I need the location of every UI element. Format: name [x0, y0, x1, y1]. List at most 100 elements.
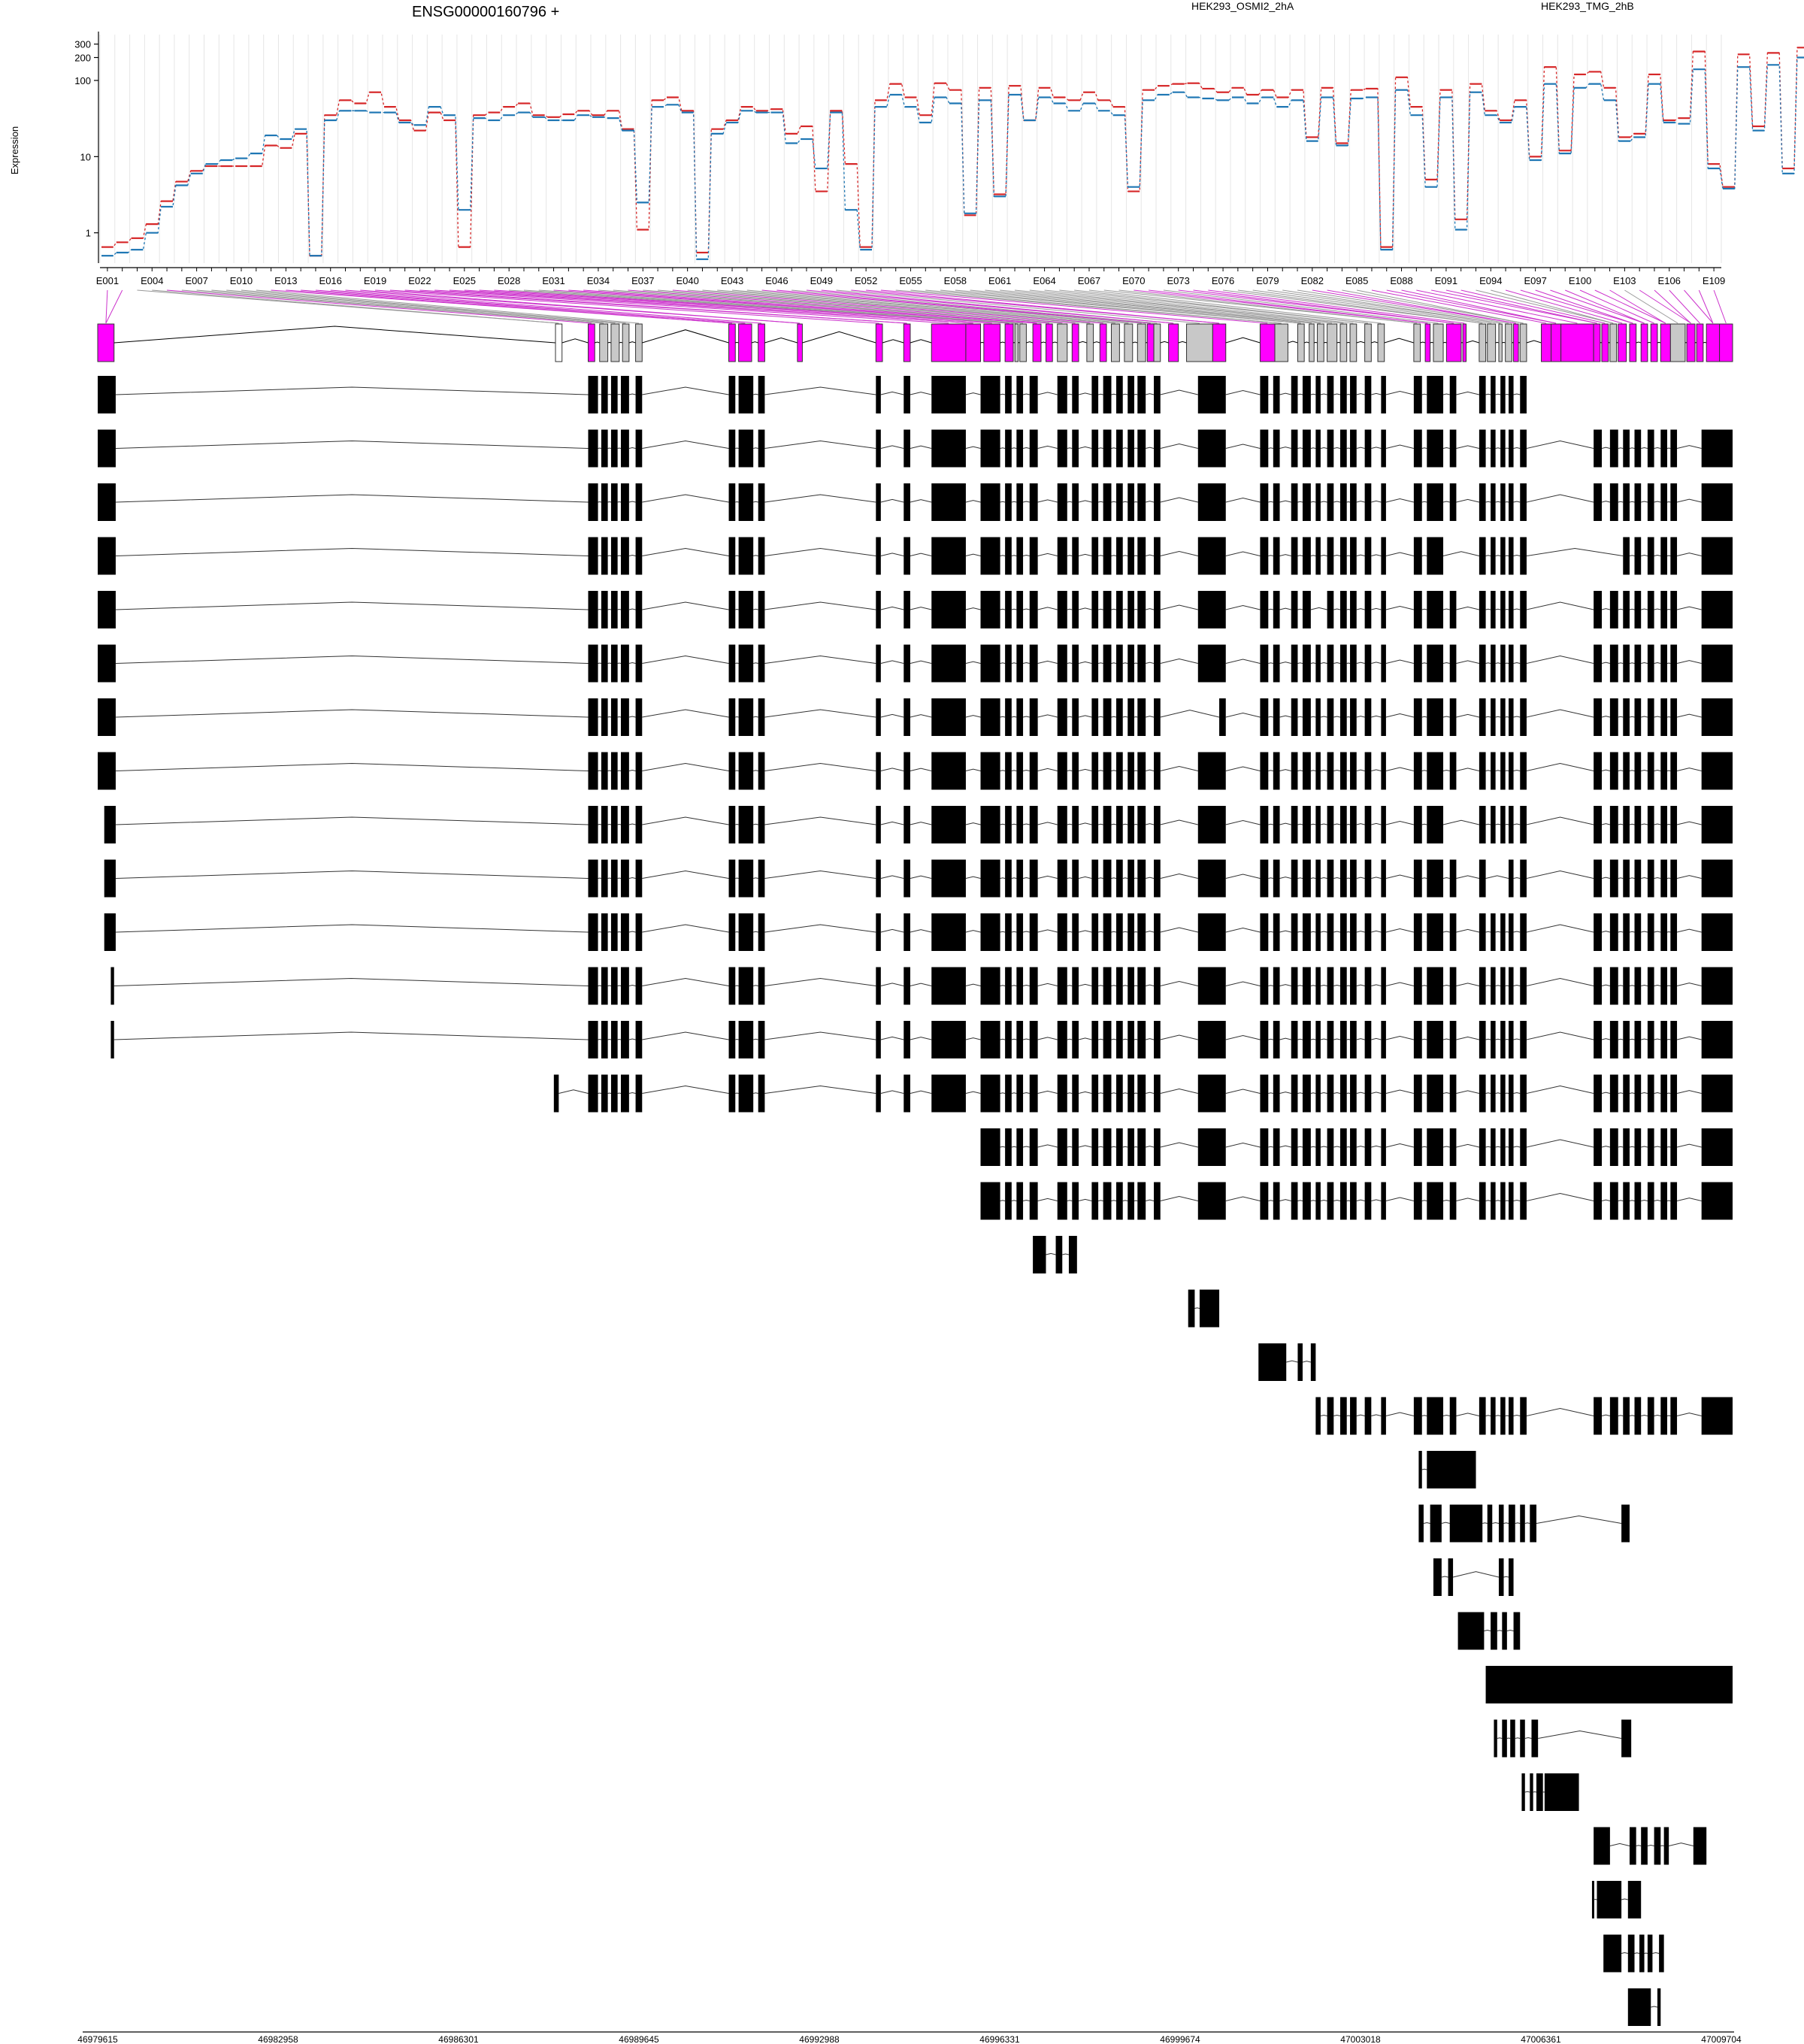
transcript-exon [1660, 1074, 1667, 1113]
intron [617, 393, 622, 395]
intron [1526, 709, 1594, 718]
bin-intron [1225, 337, 1261, 344]
transcript-exon [1623, 752, 1630, 790]
transcript-exon [1364, 698, 1372, 736]
intron [115, 440, 589, 449]
transcript-exon [1609, 429, 1618, 468]
intron [1310, 607, 1327, 610]
intron [1320, 823, 1327, 825]
intron [1097, 1146, 1103, 1148]
transcript-exon [1520, 1021, 1527, 1058]
exon-bin [1137, 323, 1146, 362]
intron [1601, 1146, 1610, 1148]
intron [607, 608, 612, 610]
transcript-exon [1509, 967, 1514, 1005]
intron [628, 931, 636, 933]
transcript-model [104, 913, 1733, 951]
intron [1297, 662, 1303, 664]
intron [1666, 662, 1671, 664]
intron [1160, 980, 1198, 986]
transcript-exon [1116, 1128, 1123, 1166]
transcript-exon [1670, 859, 1678, 898]
bin-connector [152, 289, 559, 324]
transcript-exon [1350, 1021, 1357, 1058]
transcript-exon [1413, 859, 1422, 898]
intron [1485, 662, 1491, 664]
intron [1666, 716, 1671, 718]
transcript-exon [1634, 859, 1642, 898]
intron [1601, 501, 1610, 503]
transcript-exon [1302, 429, 1311, 468]
intron [1268, 1146, 1273, 1148]
transcript-exon [621, 537, 629, 575]
intron [1513, 1038, 1521, 1040]
transcript-exon [601, 752, 608, 790]
transcript-exon [1091, 644, 1099, 683]
intron [1485, 447, 1491, 449]
intron [1505, 823, 1509, 825]
transcript-exon [1520, 1074, 1527, 1113]
transcript-exon [1381, 1074, 1386, 1113]
exon-bin [1168, 323, 1179, 362]
bin-label: E022 [408, 275, 431, 286]
intron [1134, 716, 1138, 718]
intron [1442, 1146, 1450, 1148]
intron [598, 1092, 602, 1094]
intron [1225, 1196, 1261, 1201]
intron [1037, 929, 1058, 933]
transcript-exon [1479, 537, 1486, 575]
intron [628, 769, 636, 771]
transcript-exon [98, 752, 116, 790]
transcript-exon [876, 591, 881, 628]
transcript-exon [1364, 644, 1372, 683]
intron [1279, 1199, 1291, 1201]
transcript-exon [98, 591, 116, 628]
intron [1676, 606, 1702, 610]
transcript-exon [1427, 1397, 1444, 1435]
bin-connector [1669, 289, 1700, 324]
intron [1302, 1361, 1311, 1363]
intron [1225, 605, 1261, 610]
transcript-exon [1670, 752, 1678, 790]
transcript-exon [98, 429, 116, 468]
transcript-exon [1647, 1182, 1654, 1220]
intron [628, 608, 636, 610]
transcript-exon [1057, 429, 1067, 468]
transcript-exon [1520, 591, 1527, 628]
transcript-exon [1029, 1074, 1038, 1113]
intron [1078, 607, 1092, 610]
intron [1356, 931, 1365, 933]
transcript-exon [1449, 1128, 1457, 1166]
intron [1513, 716, 1521, 718]
transcript-exon [1091, 376, 1099, 413]
intron [1320, 769, 1327, 771]
transcript-exon [1154, 537, 1161, 575]
intron [1371, 984, 1382, 986]
bin-connector [523, 289, 1017, 324]
intron [1654, 984, 1661, 986]
transcript-exon [1594, 913, 1602, 951]
transcript-exon [621, 1074, 629, 1113]
transcript-exon [1544, 1773, 1579, 1811]
transcript-exon [621, 429, 629, 468]
intron [598, 877, 602, 879]
intron [1515, 1737, 1521, 1739]
intron [1526, 1407, 1594, 1416]
transcript-exon [1315, 1021, 1321, 1058]
intron [764, 547, 876, 556]
intron [1333, 393, 1341, 395]
transcript-exon [980, 537, 1000, 575]
transcript-exon [728, 644, 736, 683]
transcript-exon [1364, 1397, 1372, 1435]
transcript-exon [1072, 644, 1079, 683]
transcript-exon [1449, 483, 1457, 521]
exon-bin [1513, 323, 1519, 362]
intron [753, 393, 758, 395]
transcript-exon [1116, 591, 1123, 628]
intron [1456, 1198, 1479, 1201]
intron [1654, 823, 1661, 825]
transcript-exon [1427, 1074, 1444, 1113]
transcript-exon [1634, 967, 1642, 1005]
intron [642, 440, 729, 449]
bin-label: E073 [1167, 275, 1190, 286]
